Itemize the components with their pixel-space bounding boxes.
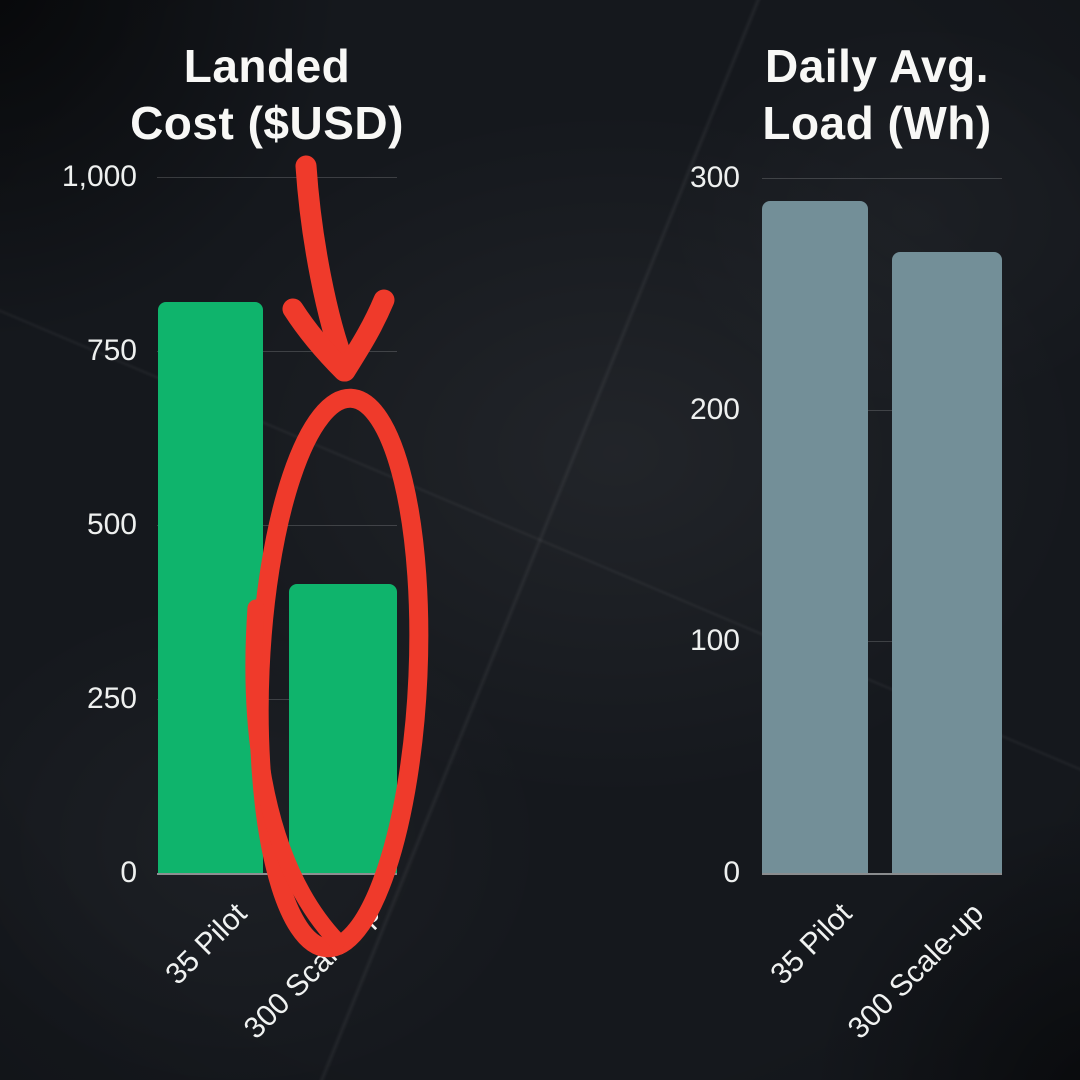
title-line: Landed — [183, 40, 351, 92]
daily-avg-load-chart-title: Daily Avg. Load (Wh) — [707, 38, 1047, 152]
x-axis-baseline — [762, 873, 1002, 875]
x-axis-category-label: 35 Pilot — [764, 897, 859, 992]
gridline-300 — [762, 178, 1002, 179]
title-line: Cost ($USD) — [130, 97, 404, 149]
y-axis-tick-label: 100 — [689, 624, 740, 657]
title-line: Daily Avg. — [765, 40, 989, 92]
bar-35-pilot — [158, 302, 263, 873]
x-axis-category-label: 35 Pilot — [159, 897, 254, 992]
bar-300-scale-up — [289, 584, 397, 873]
y-axis-tick-label: 0 — [723, 856, 740, 889]
annotation-arrowhead-icon — [282, 289, 395, 382]
gridline-750 — [157, 351, 397, 352]
landed-cost-chart-title: Landed Cost ($USD) — [97, 38, 437, 152]
bar-300-scale-up — [892, 252, 1002, 873]
x-axis-category-label: 300 Scale-up — [841, 897, 991, 1046]
y-axis-tick-label: 300 — [689, 161, 740, 194]
y-axis-tick-label: 500 — [86, 508, 137, 541]
y-axis-tick-label: 200 — [689, 393, 740, 426]
annotation-arrow-icon — [295, 155, 356, 377]
title-line: Load (Wh) — [762, 97, 992, 149]
bar-35-pilot — [762, 201, 868, 873]
x-axis-category-label: 300 Scale-up — [237, 897, 387, 1046]
y-axis-tick-label: 0 — [120, 856, 137, 889]
y-axis-tick-label: 250 — [86, 682, 137, 715]
y-axis-tick-label: 1,000 — [61, 160, 137, 193]
gridline-1,000 — [157, 177, 397, 178]
gridline-100 — [762, 641, 1002, 642]
y-axis-tick-label: 750 — [86, 334, 137, 367]
x-axis-baseline — [157, 873, 397, 875]
gridline-200 — [762, 410, 1002, 411]
